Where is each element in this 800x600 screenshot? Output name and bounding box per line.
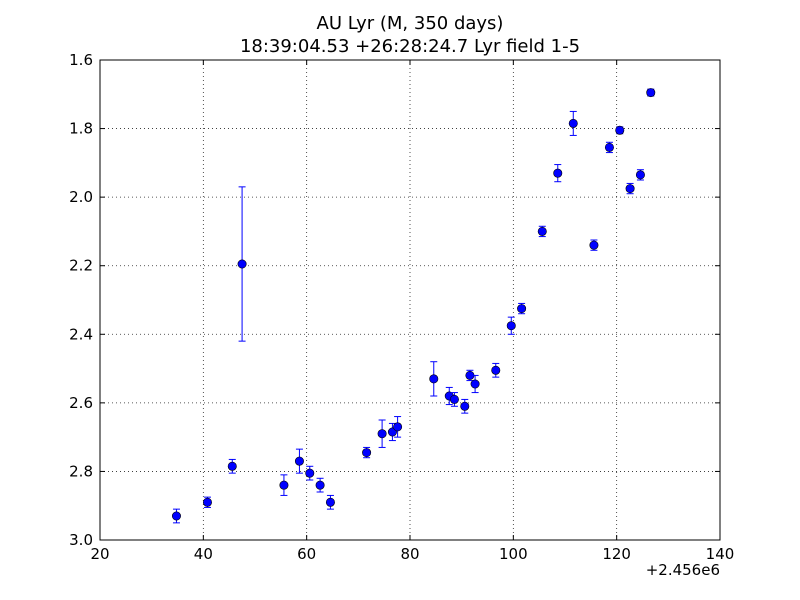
marker [202, 497, 212, 507]
x-tick-label: 140 [706, 545, 735, 563]
marker [635, 170, 645, 180]
marker [227, 461, 237, 471]
data-point [537, 225, 547, 238]
chart-title: AU Lyr (M, 350 days) [317, 13, 504, 34]
marker [589, 240, 599, 250]
x-tick-label: 40 [194, 545, 213, 563]
data-point [506, 316, 516, 335]
marker [646, 88, 656, 98]
marker [491, 365, 501, 375]
marker [237, 259, 247, 269]
marker [305, 468, 315, 478]
marker [279, 480, 289, 490]
data-point [460, 398, 470, 414]
marker [429, 374, 439, 384]
tick-layer: 20 40 60 80 100 120 140 1.6 1.8 2.0 2.2 2.4 2.6 2.8 3.… [69, 51, 734, 563]
data-point [237, 186, 247, 342]
chart-subtitle: 18:39:04.53 +26:28:24.7 Lyr field 1-5 [240, 36, 580, 57]
data-point [377, 419, 387, 448]
data-point [589, 239, 599, 251]
grid-layer [100, 60, 720, 540]
x-tick-label: 120 [602, 545, 631, 563]
x-offset-label: +2.456e6 [646, 561, 720, 579]
marker [553, 168, 563, 178]
data-point [279, 474, 289, 496]
data-point [315, 477, 325, 493]
x-tick-label: 100 [499, 545, 528, 563]
data-point [646, 88, 656, 98]
data-point [517, 302, 527, 315]
y-tick-label: 2.0 [69, 188, 93, 206]
data-point [604, 141, 614, 154]
data-point [202, 496, 212, 508]
data-point [429, 361, 439, 397]
data-layer [171, 88, 656, 524]
marker [460, 401, 470, 411]
y-tick-label: 2.8 [69, 462, 93, 480]
data-point [491, 362, 501, 378]
y-tick-label: 1.8 [69, 120, 93, 138]
data-point [615, 125, 625, 135]
marker [604, 142, 614, 152]
marker [362, 448, 372, 458]
data-point [171, 508, 181, 524]
y-tick-label: 1.6 [69, 51, 93, 69]
data-point [227, 458, 237, 474]
marker [537, 226, 547, 236]
y-tick-label: 2.4 [69, 325, 93, 343]
marker [377, 429, 387, 439]
x-tick-label: 20 [90, 545, 109, 563]
y-tick-label: 2.2 [69, 257, 93, 275]
y-tick-label: 3.0 [69, 531, 93, 549]
marker [568, 118, 578, 128]
data-point [568, 110, 578, 136]
data-point [470, 374, 480, 394]
data-point [449, 392, 459, 407]
data-point [393, 416, 403, 438]
marker [171, 511, 181, 521]
data-point [553, 164, 563, 183]
marker [325, 497, 335, 507]
marker [470, 379, 480, 389]
marker [449, 394, 459, 404]
data-point [625, 182, 635, 195]
marker [506, 321, 516, 331]
data-point [325, 494, 335, 510]
marker [315, 480, 325, 490]
data-point [305, 465, 315, 481]
marker [393, 422, 403, 432]
x-tick-label: 80 [400, 545, 419, 563]
y-tick-label: 2.6 [69, 394, 93, 412]
marker [517, 304, 527, 314]
data-point [294, 448, 304, 474]
marker [625, 184, 635, 194]
plot-frame [99, 59, 721, 541]
marker [615, 125, 625, 135]
x-tick-label: 60 [297, 545, 316, 563]
marker [294, 456, 304, 466]
data-point [362, 446, 372, 459]
data-point [635, 169, 645, 181]
